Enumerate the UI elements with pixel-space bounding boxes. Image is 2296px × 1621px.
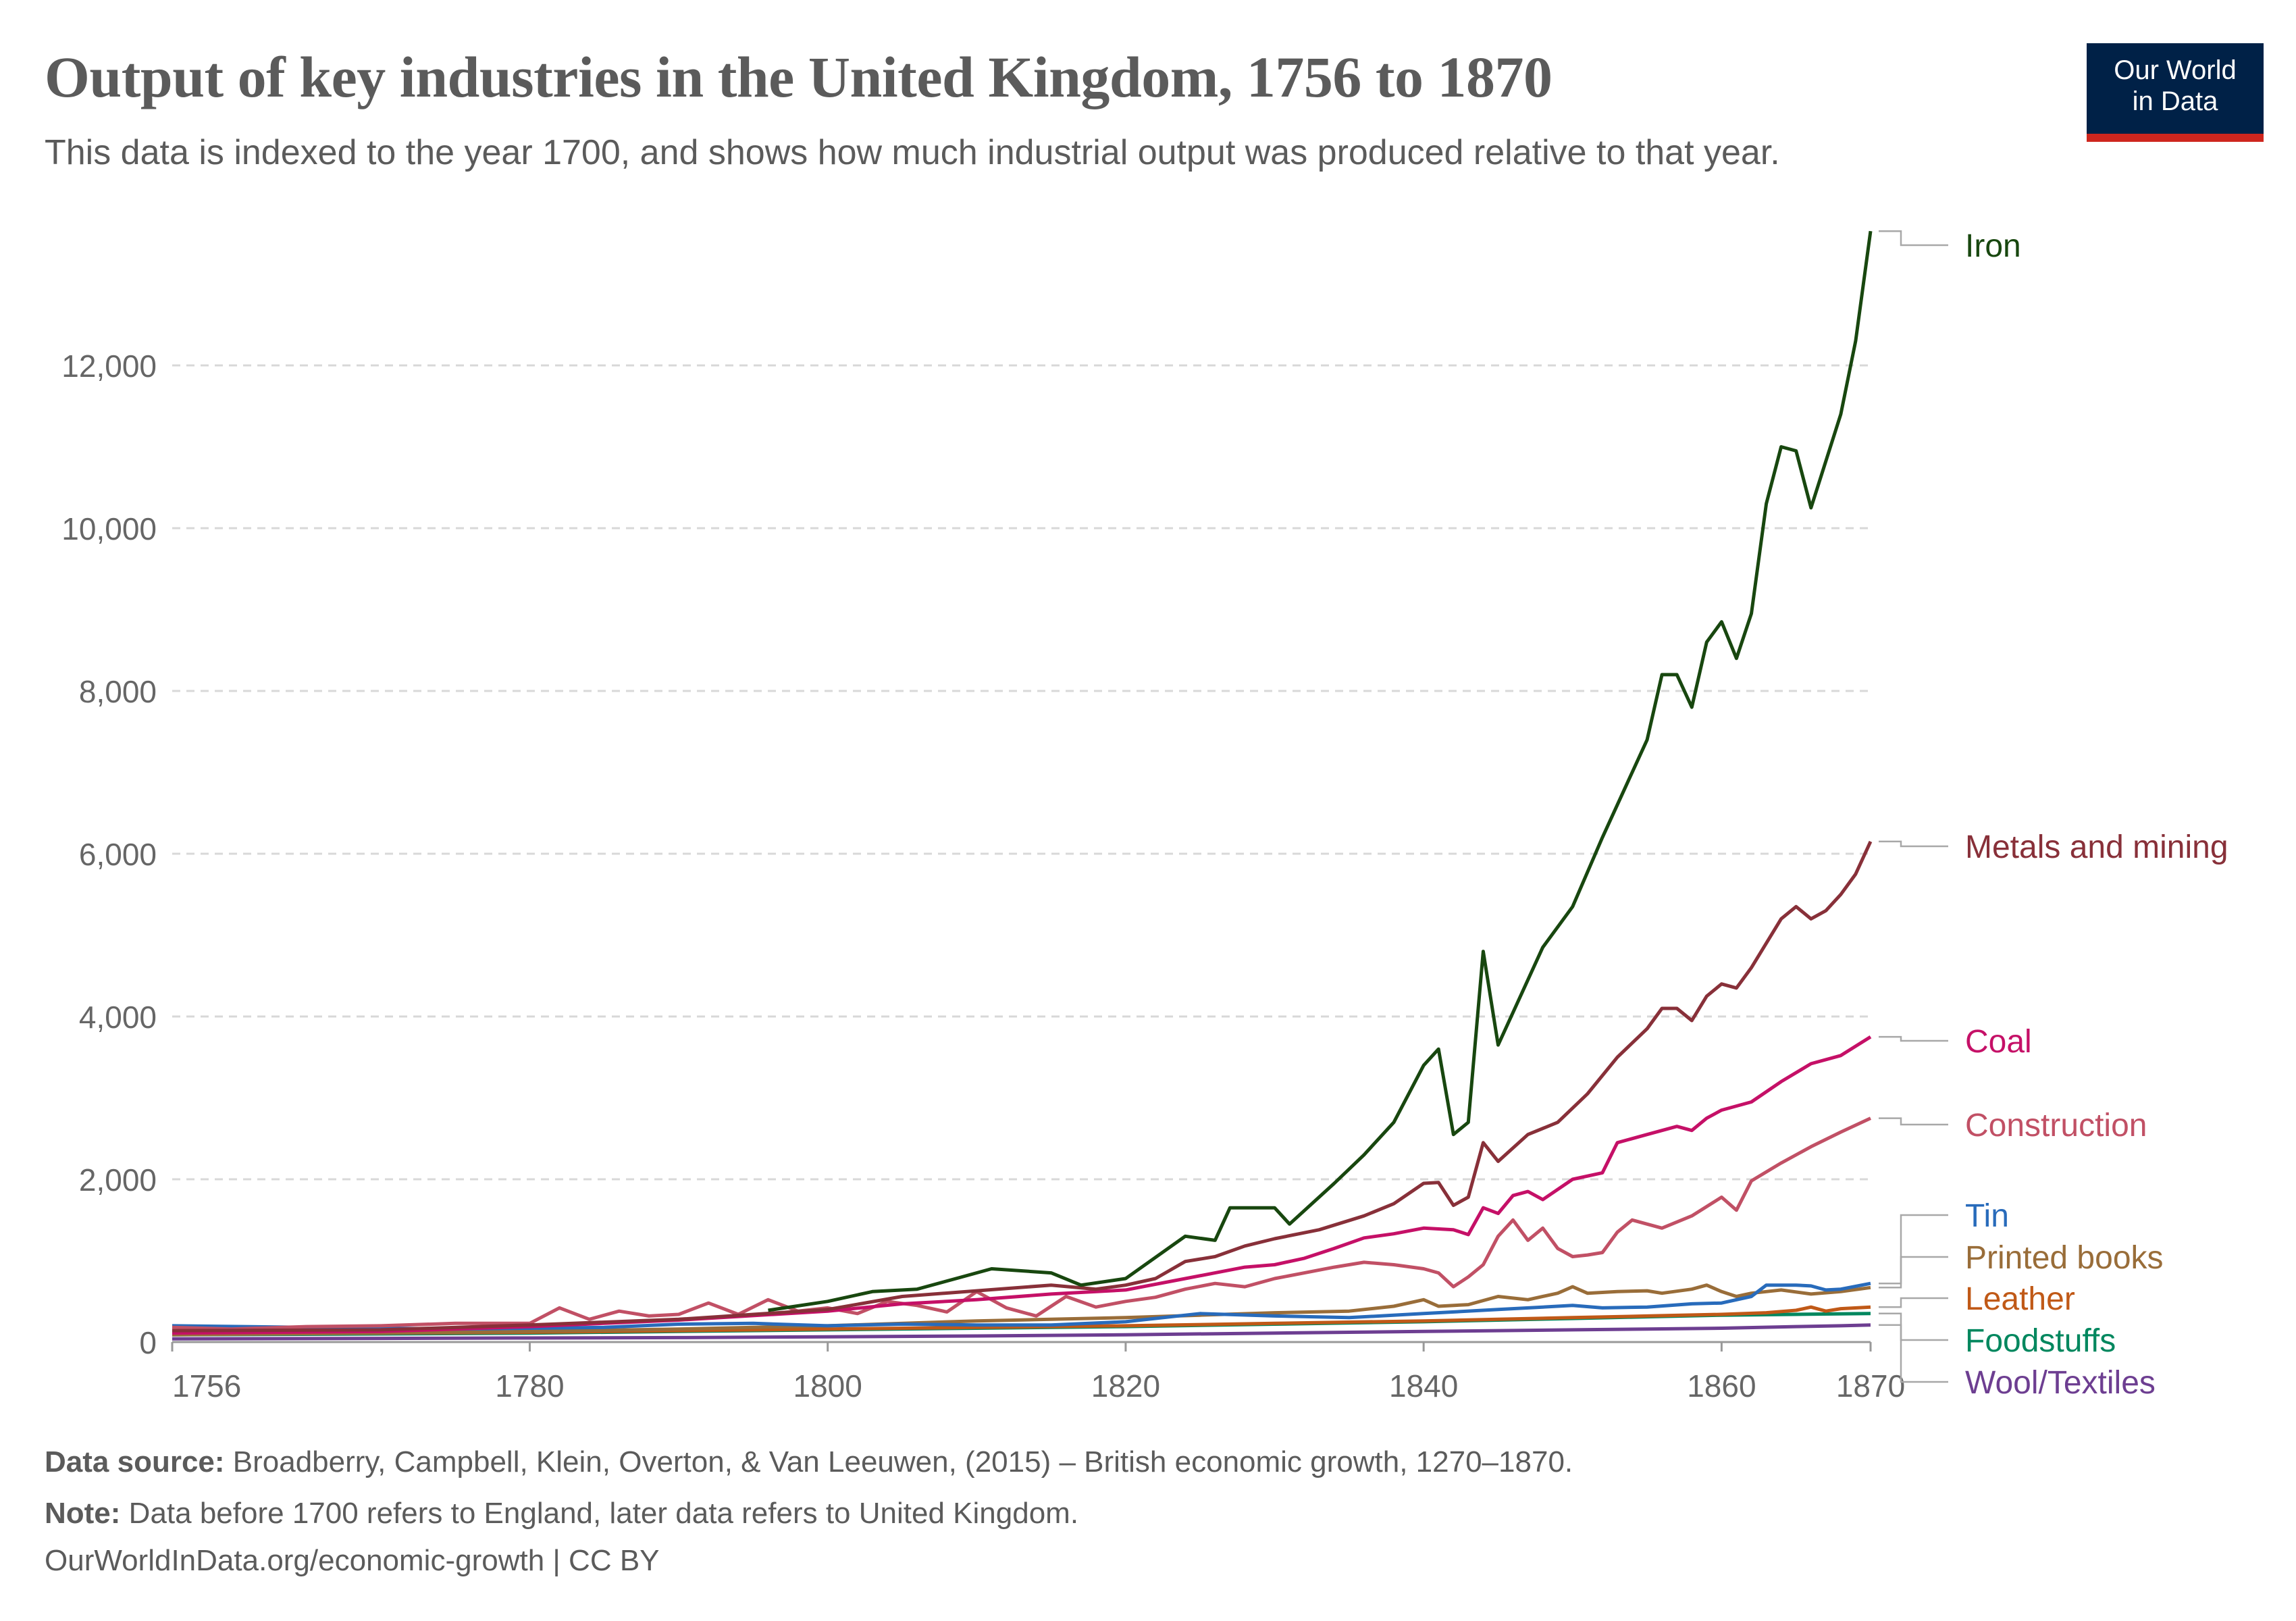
- series-label: Tin: [1965, 1198, 2009, 1234]
- x-tick-label: 1820: [1091, 1368, 1160, 1404]
- x-tick-label: 1756: [172, 1368, 241, 1404]
- series-line: [172, 1281, 1871, 1331]
- series-line: [172, 1283, 1871, 1337]
- series-label: Iron: [1965, 228, 2021, 264]
- data-source: Data source: Broadberry, Campbell, Klein…: [45, 1445, 1573, 1479]
- series-label: Printed books: [1965, 1240, 2164, 1276]
- y-tick-label: 6,000: [79, 837, 157, 872]
- series-line: [172, 840, 1873, 1333]
- series-line: [172, 1035, 1872, 1335]
- note-label: Note:: [45, 1497, 121, 1530]
- x-tick-label: 1860: [1687, 1368, 1756, 1404]
- logo-line-2: in Data: [2132, 86, 2218, 116]
- label-connector: [1879, 1035, 1948, 1042]
- label-connector: [1879, 1214, 1948, 1285]
- data-source-label: Data source:: [45, 1445, 225, 1478]
- x-tick-label: 1800: [793, 1368, 862, 1404]
- series-line: [768, 230, 1873, 1312]
- x-axis: 1756 1780 1800 1820 1840 1860 1870: [171, 1341, 1905, 1404]
- x-tick-label: 1840: [1389, 1368, 1458, 1404]
- series-line: [172, 1116, 1872, 1331]
- label-connector: [1879, 230, 1948, 247]
- data-source-text: Broadberry, Campbell, Klein, Overton, & …: [224, 1445, 1573, 1478]
- series-label: Wool/Textiles: [1965, 1365, 2156, 1401]
- label-connector: [1879, 1256, 1948, 1289]
- series-label: Leather: [1965, 1281, 2075, 1317]
- note: Note: Data before 1700 refers to England…: [45, 1497, 1078, 1530]
- label-connector: [1879, 1324, 1948, 1383]
- note-text: Data before 1700 refers to England, late…: [120, 1497, 1079, 1530]
- series-label: Coal: [1965, 1024, 2032, 1060]
- series-line: [172, 1323, 1871, 1341]
- series-labels: Iron Metals and mining Coal Construction Tin…: [1879, 228, 2228, 1401]
- y-tick-label: 12,000: [61, 349, 157, 384]
- x-tick-label: 1780: [495, 1368, 564, 1404]
- x-tick-label: 1870: [1836, 1368, 1905, 1404]
- label-connector: [1879, 1312, 1948, 1341]
- logo-line-1: Our World: [2114, 55, 2237, 85]
- y-tick-label: 8,000: [79, 674, 157, 709]
- y-tick-label: 0: [139, 1325, 157, 1360]
- series-label: Construction: [1965, 1108, 2147, 1143]
- y-tick-label: 10,000: [61, 511, 157, 546]
- label-connector: [1879, 1117, 1948, 1126]
- y-tick-label: 2,000: [79, 1162, 157, 1198]
- series-label: Foodstuffs: [1965, 1323, 2116, 1359]
- owid-logo[interactable]: Our World in Data: [2087, 43, 2264, 142]
- label-connector: [1879, 1297, 1948, 1308]
- y-axis: 0 2,000 4,000 6,000 8,000 10,000 12,000: [61, 349, 157, 1360]
- series-lines: [172, 230, 1873, 1341]
- chart-title: Output of key industries in the United K…: [45, 45, 1553, 109]
- series-label: Metals and mining: [1965, 829, 2228, 865]
- source-url[interactable]: OurWorldInData.org/economic-growth | CC …: [45, 1544, 660, 1577]
- y-tick-label: 4,000: [79, 1000, 157, 1035]
- label-connector: [1879, 840, 1948, 848]
- chart-subtitle: This data is indexed to the year 1700, a…: [45, 133, 1780, 172]
